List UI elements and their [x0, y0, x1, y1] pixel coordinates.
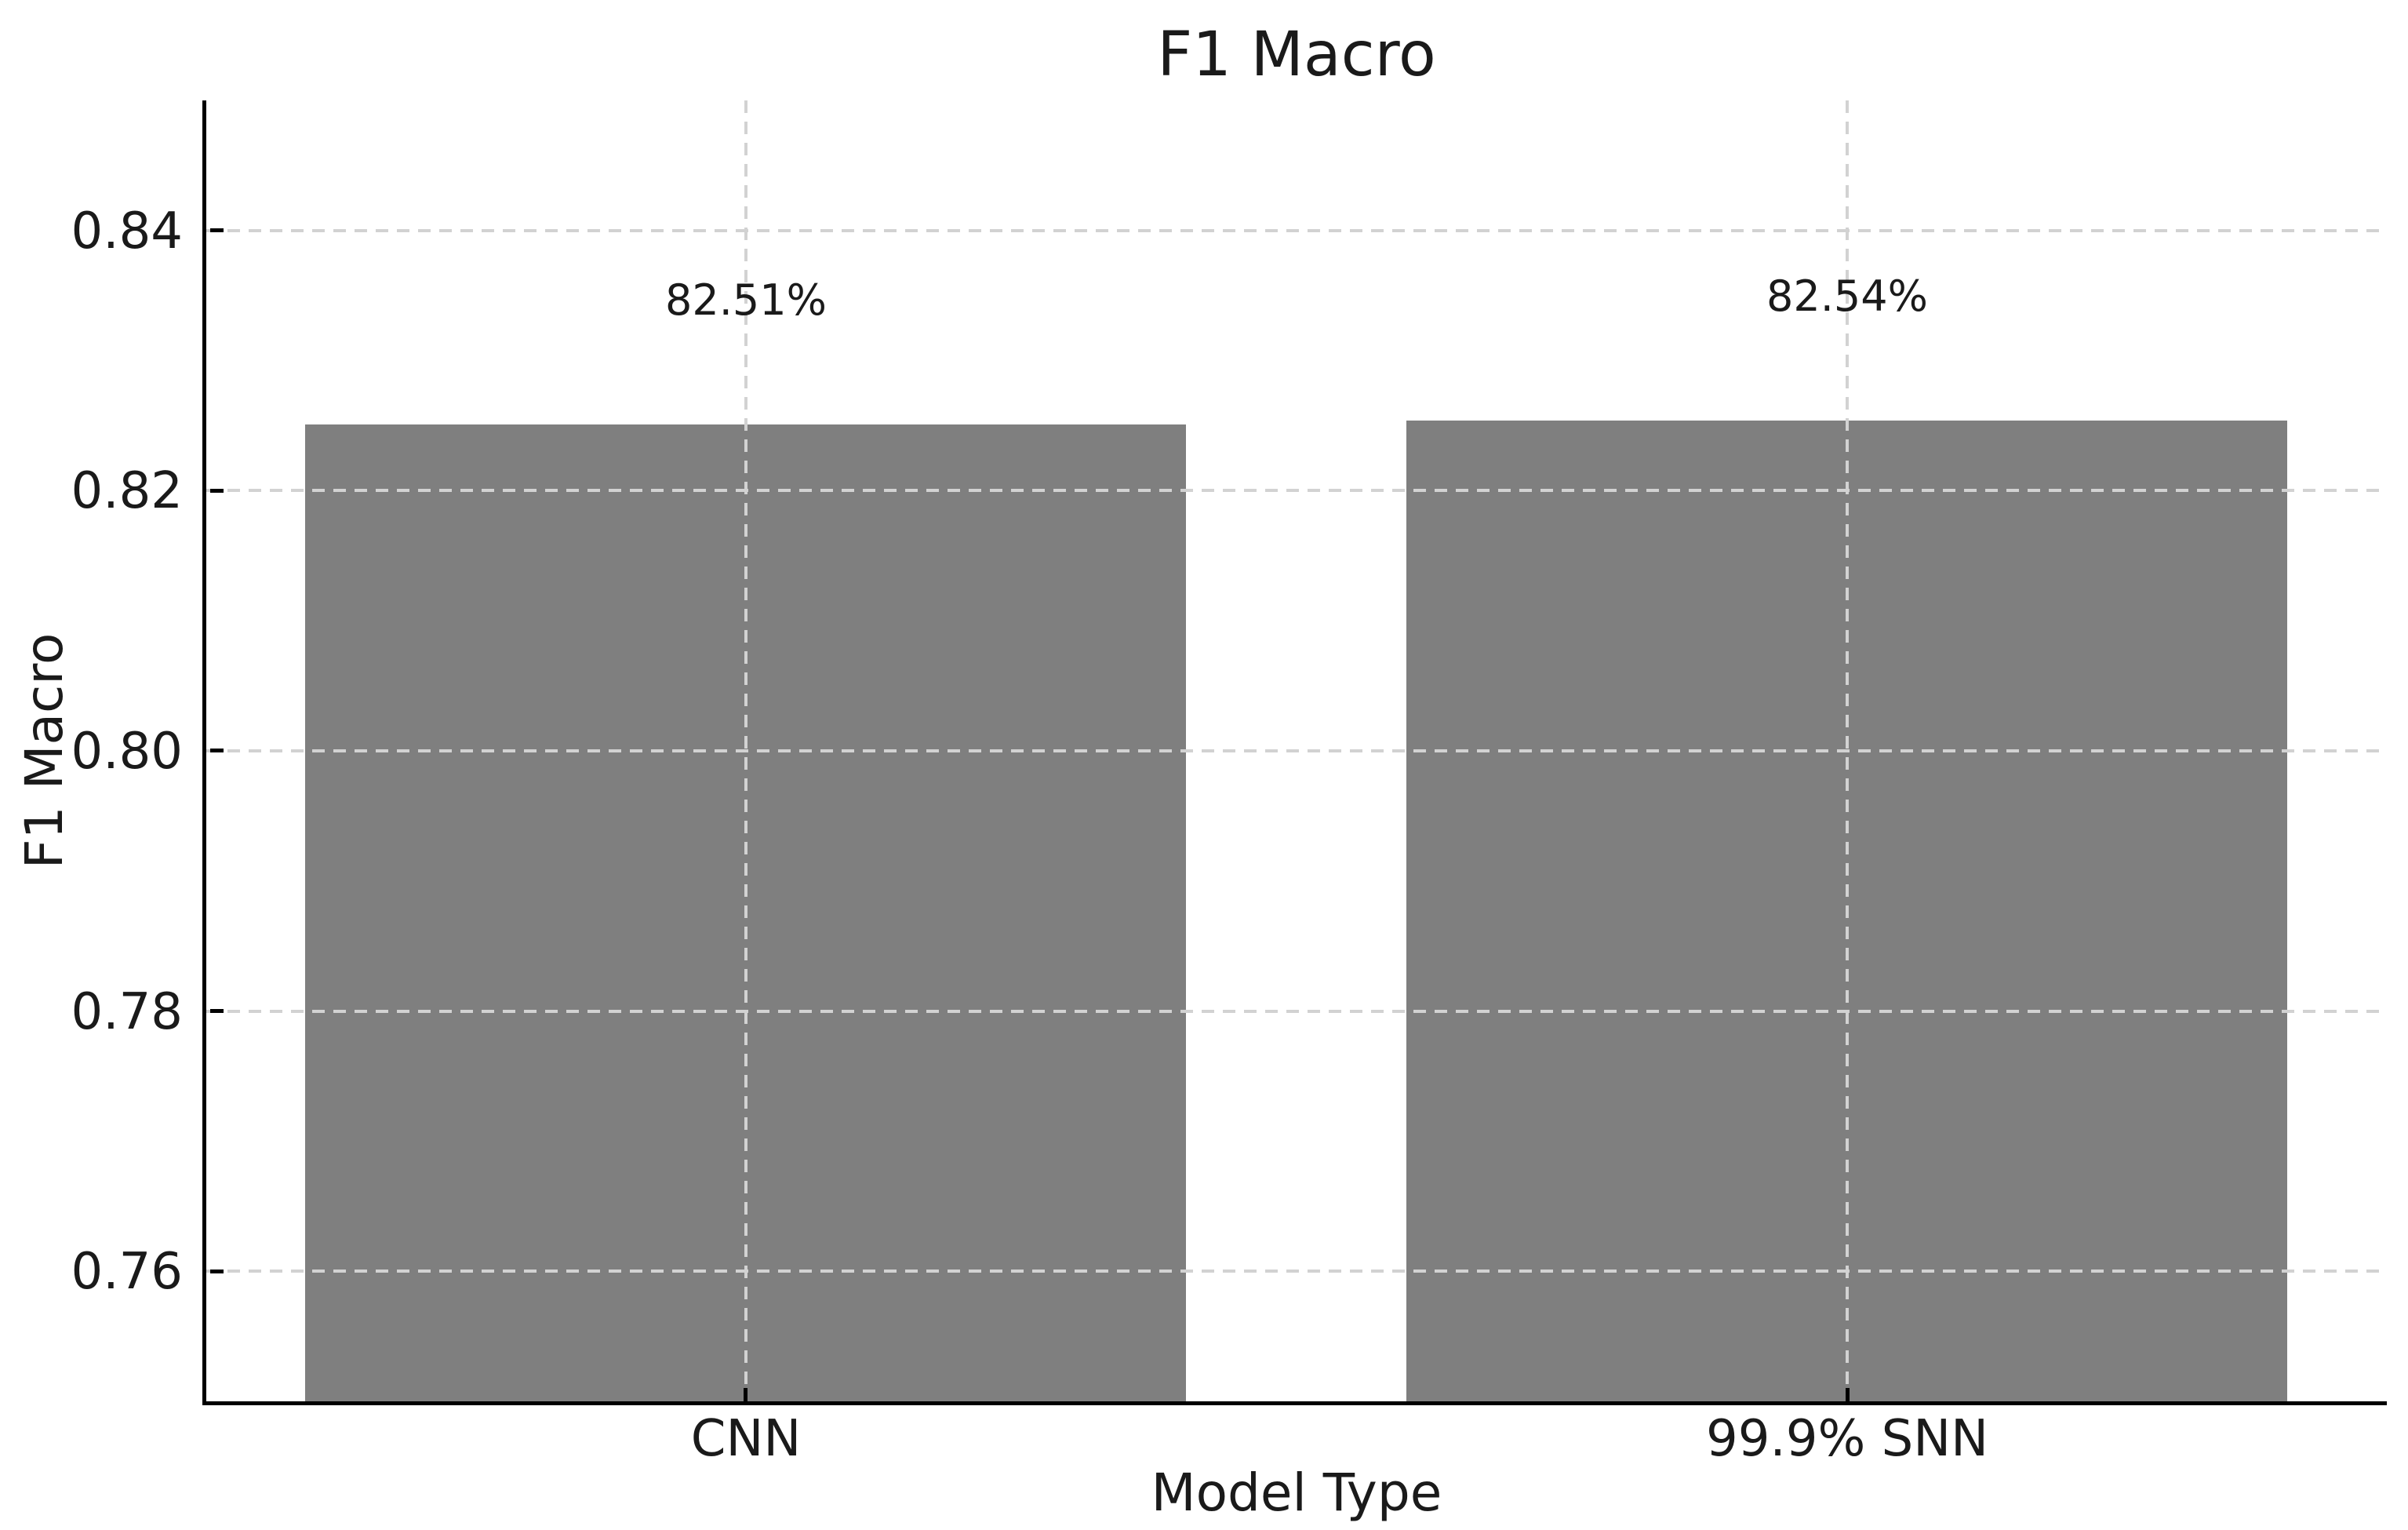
x-gridline [744, 100, 747, 1401]
bar-value-label: 82.54% [1766, 271, 1928, 321]
y-tick-label: 0.78 [71, 983, 184, 1041]
y-tick-label: 0.80 [71, 723, 184, 781]
x-axis-label: Model Type [1151, 1463, 1442, 1523]
y-tick-mark [210, 1009, 224, 1013]
y-gridline [206, 1270, 2387, 1273]
y-tick-mark [210, 1270, 224, 1273]
y-tick-label: 0.76 [71, 1243, 184, 1301]
x-tick-label: 99.9% SNN [1705, 1410, 1989, 1468]
x-tick-label: CNN [690, 1410, 802, 1468]
x-gridline [1846, 100, 1849, 1401]
y-gridline [206, 1010, 2387, 1013]
y-tick-label: 0.82 [71, 462, 184, 520]
x-tick-mark [1846, 1388, 1850, 1401]
y-gridline [206, 489, 2387, 492]
x-tick-mark [744, 1388, 747, 1401]
bar-value-label: 82.51% [665, 275, 827, 325]
x-axis-spine [202, 1401, 2387, 1405]
y-gridline [206, 229, 2387, 232]
y-tick-label: 0.84 [71, 202, 184, 260]
y-axis-spine [202, 100, 206, 1405]
chart-title: F1 Macro [1157, 20, 1436, 90]
y-tick-mark [210, 749, 224, 752]
y-gridline [206, 749, 2387, 752]
y-tick-mark [210, 228, 224, 232]
y-tick-mark [210, 489, 224, 493]
